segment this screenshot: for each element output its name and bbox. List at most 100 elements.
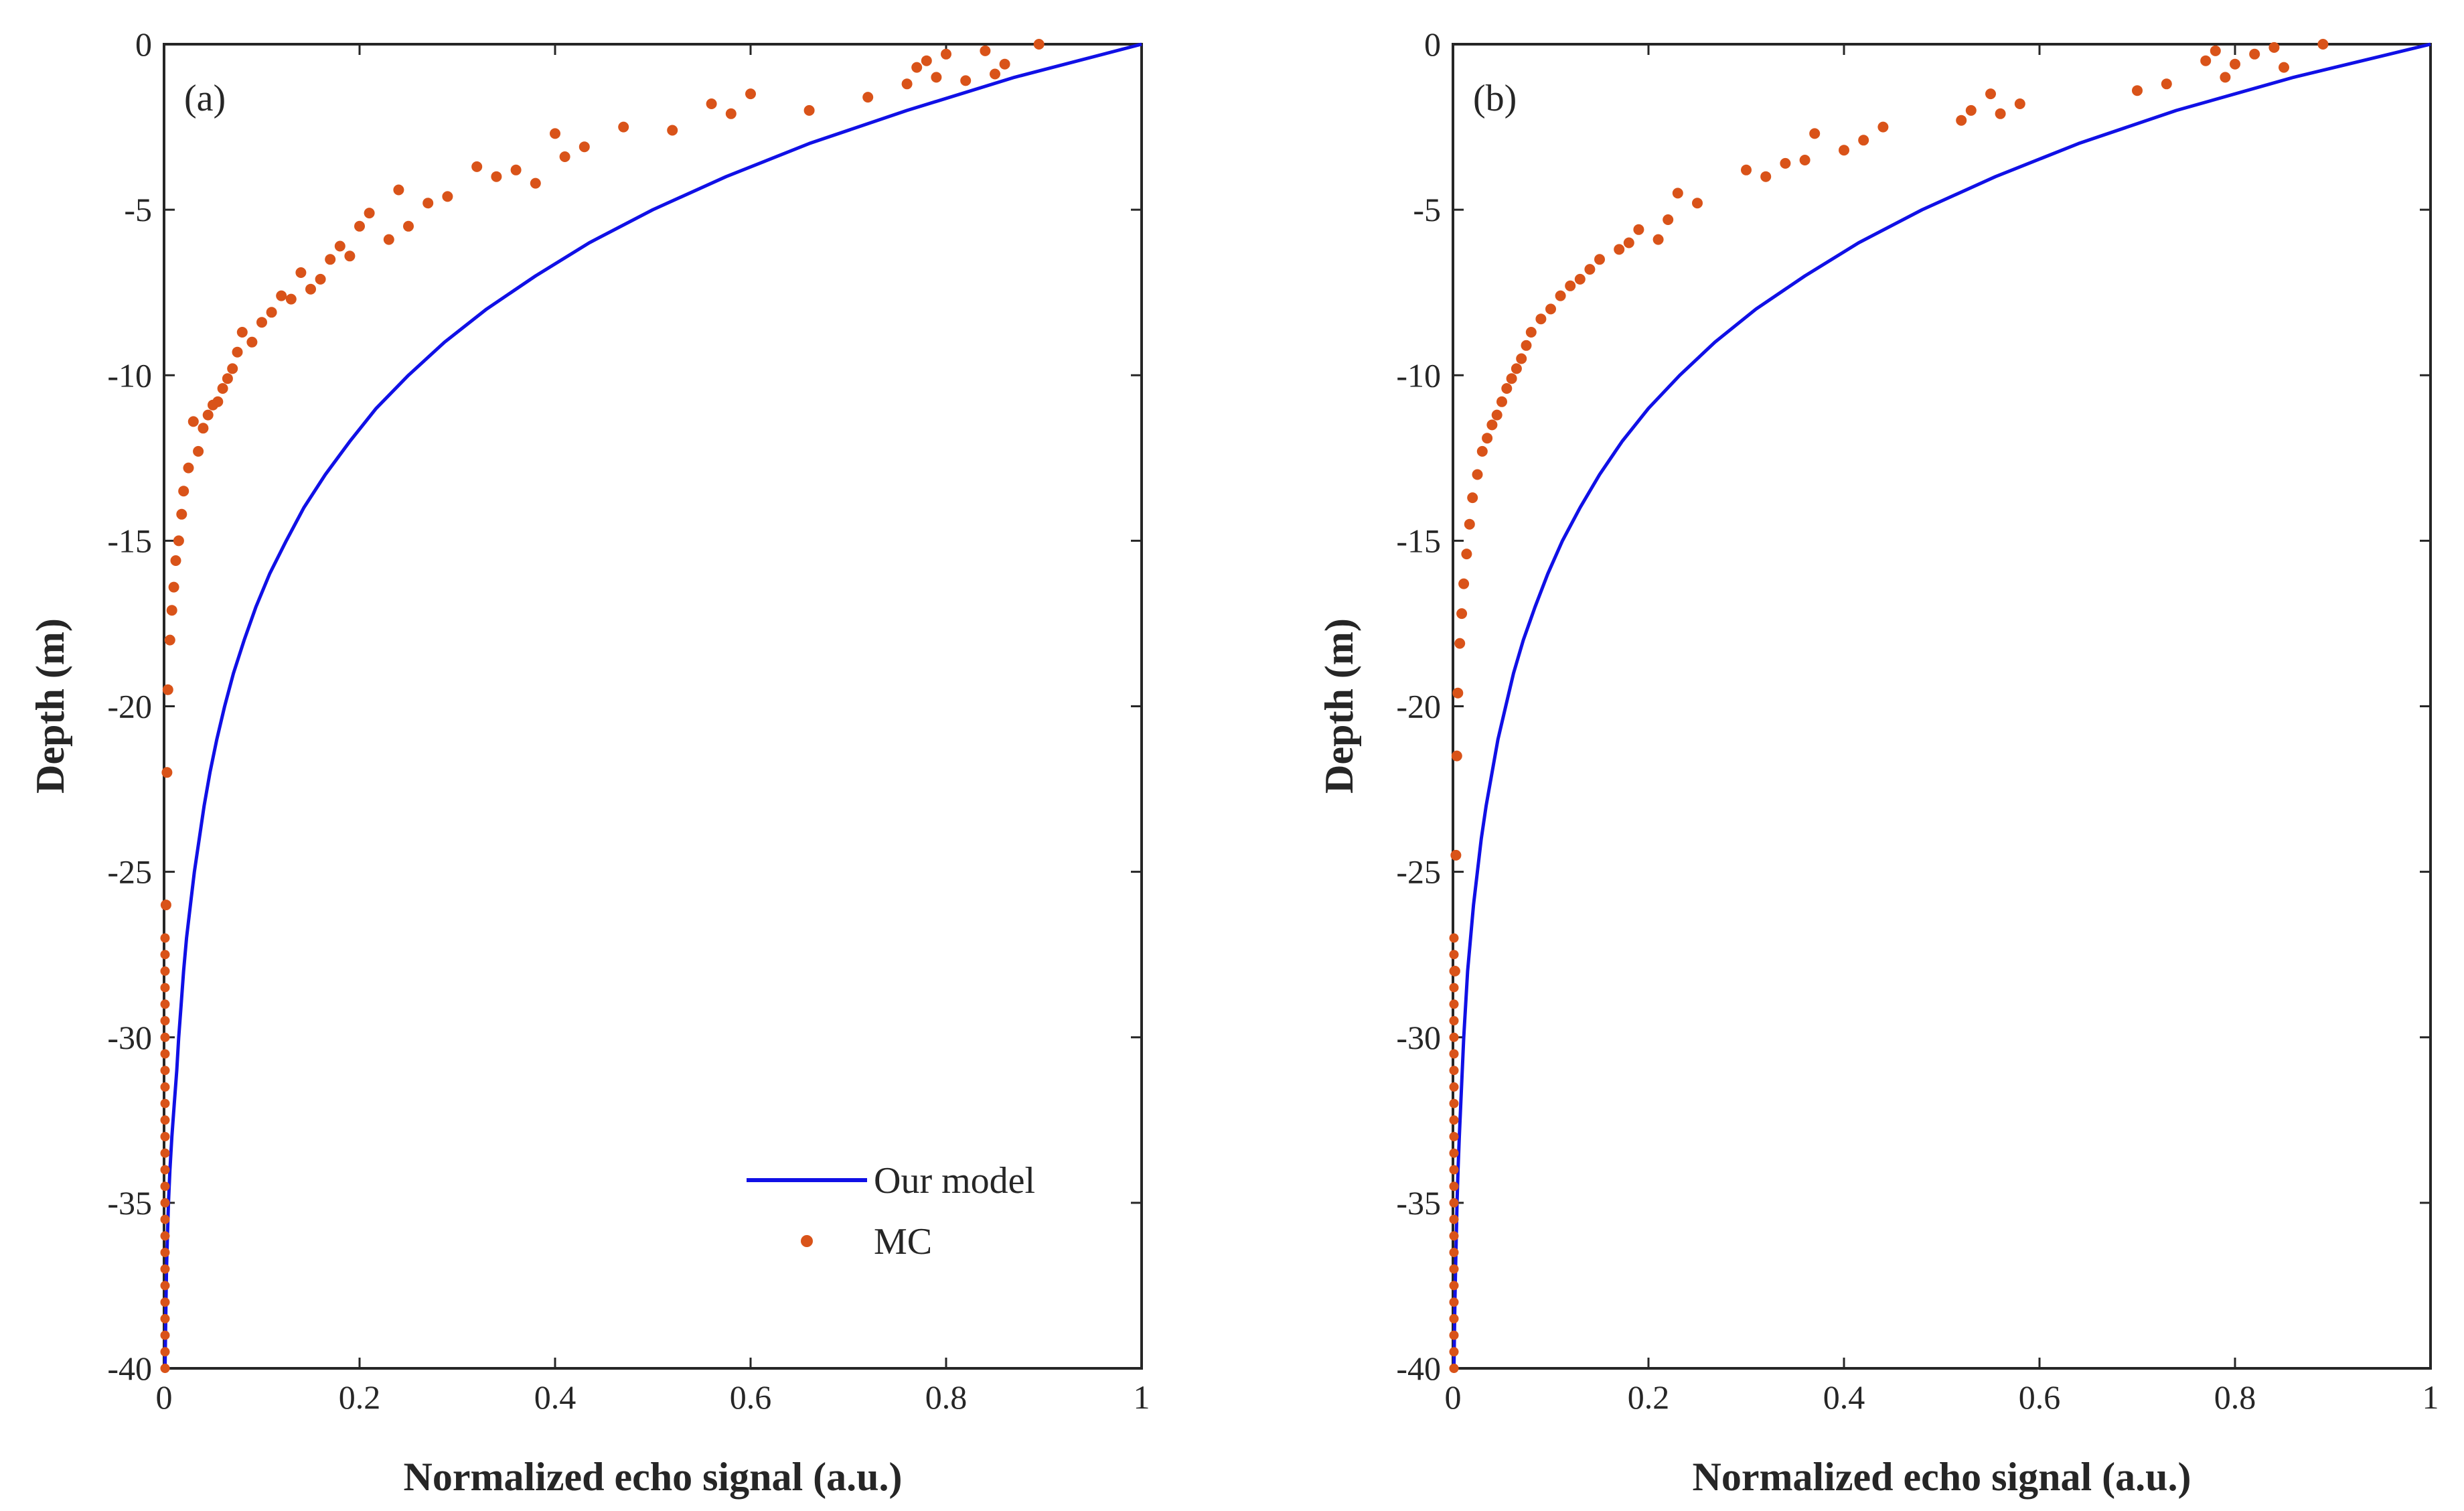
panel-label: (b) (1473, 78, 1517, 119)
mc-point (901, 78, 913, 90)
x-tick-label: 0.6 (730, 1378, 772, 1416)
mc-point (1449, 1032, 1459, 1042)
x-tick-label: 0.2 (1628, 1378, 1670, 1416)
mc-point (1995, 108, 2006, 119)
mc-point (1449, 1066, 1459, 1076)
mc-point (1486, 419, 1498, 431)
mc-point (160, 1198, 170, 1208)
mc-point (160, 1132, 170, 1141)
mc-point (1965, 104, 1977, 116)
mc-point (1633, 224, 1644, 235)
x-tick-label: 0.8 (925, 1378, 968, 1416)
mc-point (1452, 687, 1464, 699)
mc-point (2220, 72, 2231, 83)
y-axis-label: Depth (m) (1317, 618, 1361, 794)
mc-point (276, 290, 287, 301)
mc-point (160, 900, 171, 911)
mc-point (1501, 383, 1513, 394)
our-model-curve (1452, 42, 2431, 1369)
mc-point (1472, 469, 1483, 480)
mc-point (266, 307, 277, 318)
mc-point (960, 75, 972, 86)
mc-point (315, 273, 326, 285)
mc-point (170, 555, 181, 566)
y-tick-label: -5 (1413, 191, 1441, 228)
mc-point (160, 1032, 170, 1042)
mc-point (232, 346, 243, 358)
mc-point (1449, 1098, 1459, 1108)
mc-point (911, 62, 923, 73)
y-tick-label: -35 (1396, 1184, 1441, 1222)
mc-point (160, 1115, 170, 1125)
mc-point (1449, 1313, 1459, 1323)
mc-point (160, 1181, 170, 1192)
mc-point (579, 141, 590, 153)
mc-point (1839, 145, 1849, 156)
mc-point (2249, 48, 2260, 60)
mc-point (862, 92, 874, 103)
mc-point (706, 98, 717, 109)
mc-point (1584, 264, 1596, 275)
mc-point (1449, 1198, 1459, 1208)
mc-point (550, 128, 560, 139)
mc-point (178, 486, 189, 497)
y-tick-label: -20 (1396, 688, 1441, 725)
x-tick-label: 0.8 (2214, 1378, 2256, 1416)
mc-point (1985, 88, 1996, 100)
mc-point (295, 267, 307, 278)
mc-point (176, 508, 187, 520)
mc-point (354, 220, 365, 232)
mc-point (442, 191, 453, 202)
model-line (163, 42, 1142, 1369)
mc-point (2014, 98, 2025, 109)
mc-point (1809, 128, 1821, 139)
mc-point (1623, 237, 1634, 248)
mc-point (1760, 171, 1772, 182)
mc-point (187, 416, 199, 427)
mc-point (803, 104, 815, 116)
y-tick-label: -5 (124, 191, 152, 228)
mc-point (160, 1347, 170, 1357)
mc-point (160, 999, 170, 1009)
mc-point (160, 983, 170, 993)
y-tick-label: -15 (107, 522, 152, 559)
mc-point (393, 184, 404, 196)
legend: Our model MC (747, 1160, 1035, 1263)
mc-point (160, 1049, 170, 1059)
mc-point (1449, 1148, 1459, 1158)
y-axis-label: Depth (m) (28, 618, 72, 794)
mc-point (160, 1165, 170, 1175)
legend-marker-swatch (801, 1235, 813, 1247)
mc-point (164, 634, 175, 646)
mc-point (160, 1231, 170, 1241)
y-tick-label: -25 (107, 853, 152, 891)
mc-point (1692, 198, 1703, 209)
mc-point (1449, 1297, 1459, 1307)
y-tick-label: -30 (107, 1019, 152, 1056)
mc-point (1449, 1214, 1459, 1224)
mc-point (236, 327, 248, 338)
mc-point (1555, 290, 1566, 301)
mc-point (1491, 409, 1503, 421)
mc-point (1449, 999, 1459, 1009)
mc-point (222, 373, 233, 384)
mc-point (160, 1248, 170, 1257)
mc-point (285, 293, 297, 305)
mc-point (1858, 135, 1869, 146)
x-tick-label: 0.2 (339, 1378, 381, 1416)
mc-point (1467, 492, 1478, 504)
mc-point (980, 45, 991, 56)
mc-point (1877, 121, 1889, 133)
mc-point (1449, 1330, 1459, 1340)
mc-point (1449, 1165, 1459, 1175)
panel-a: 0 0.2 0.4 0.6 0.8 1 0-5-10-15-20-25-30-35-40 … (28, 25, 1150, 1499)
mc-point (1496, 396, 1507, 407)
mc-point (168, 581, 179, 593)
mc-point (1525, 327, 1537, 338)
mc-point (1476, 445, 1488, 457)
mc-point (1449, 1082, 1459, 1092)
x-tick-label: 0 (156, 1378, 173, 1416)
mc-point (2210, 45, 2221, 56)
mc-point (1450, 849, 1462, 861)
mc-point (160, 1297, 170, 1307)
